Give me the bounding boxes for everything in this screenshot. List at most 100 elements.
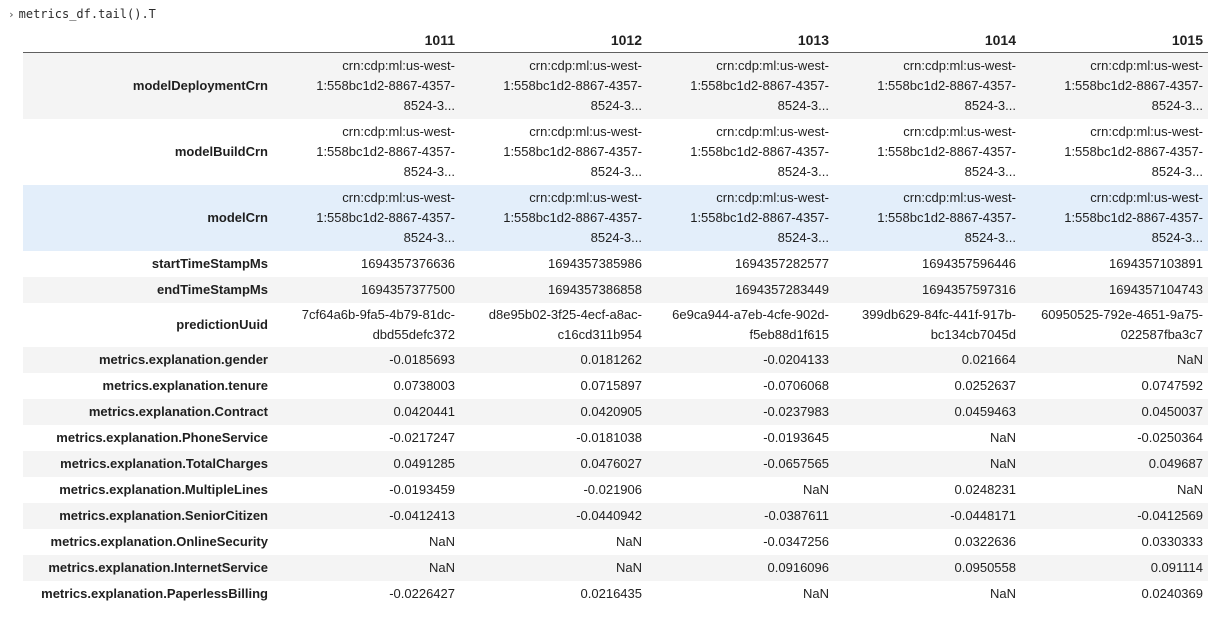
cell-text: -0.0237983 xyxy=(763,403,829,419)
table-cell: 0.0181262 xyxy=(460,347,647,373)
table-row: metrics.explanation.tenure 0.0738003 0.071… xyxy=(23,372,1208,399)
row-label: endTimeStampMs xyxy=(156,282,268,297)
table-cell: 1694357597316 xyxy=(834,277,1021,303)
cell-text: crn:cdp:ml:us-west- xyxy=(342,57,455,73)
cell-text: 8524-3... xyxy=(964,97,1016,113)
cell-text: 0.0450037 xyxy=(1141,403,1203,419)
table-row: startTimeStampMs 1694357376636 16943573859… xyxy=(23,250,1208,277)
row-label: metrics.explanation.OnlineSecurity xyxy=(50,534,268,549)
cell-text: 0.0476027 xyxy=(580,455,642,471)
table-cell: -0.0706068 xyxy=(647,373,834,399)
cell-text: -0.0440942 xyxy=(576,507,642,523)
cell-text: 0.0322636 xyxy=(954,533,1016,549)
table-cell: -0.0226427 xyxy=(273,581,460,607)
table-cell: -0.0657565 xyxy=(647,451,834,477)
cell-text: c16cd311b954 xyxy=(557,326,642,342)
table-cell: crn:cdp:ml:us-west- 1:558bc1d2-8867-4357-… xyxy=(647,119,834,185)
cell-text: 0.0181262 xyxy=(580,351,642,367)
cell-text: crn:cdp:ml:us-west- xyxy=(716,123,829,139)
cell-text: -0.0193459 xyxy=(389,481,455,497)
cell-text: 8524-3... xyxy=(777,97,829,113)
table-row: modelDeploymentCrn crn:cdp:ml:us-west- 1:5… xyxy=(23,52,1208,119)
cell-text: 8524-3... xyxy=(590,97,642,113)
table-row: metrics.explanation.InternetService NaN Na… xyxy=(23,554,1208,581)
table-cell: d8e95b02-3f25-4ecf-a8ac-c16cd311b954 xyxy=(460,303,647,347)
table-cell: crn:cdp:ml:us-west- 1:558bc1d2-8867-4357-… xyxy=(834,119,1021,185)
cell-text: 1:558bc1d2-8867-4357- xyxy=(1064,209,1203,225)
table-row: metrics.explanation.gender -0.0185693 0.01… xyxy=(23,346,1208,373)
cell-text: -0.0412569 xyxy=(1137,507,1203,523)
table-row: metrics.explanation.MultipleLines -0.0193… xyxy=(23,476,1208,503)
table-cell: 60950525-792e-4651-9a75- 022587fba3c7 xyxy=(1021,303,1208,347)
table-cell: 0.0715897 xyxy=(460,373,647,399)
cell-text: 1694357377500 xyxy=(361,281,455,297)
row-label: metrics.explanation.PhoneService xyxy=(56,430,268,445)
cell-text: f5eb88d1f615 xyxy=(749,326,829,342)
table-cell: crn:cdp:ml:us-west- 1:558bc1d2-8867-4357-… xyxy=(460,119,647,185)
code-cell[interactable]: › metrics_df.tail().T xyxy=(8,5,156,23)
table-cell: -0.0448171 xyxy=(834,503,1021,529)
cell-text: -0.0657565 xyxy=(763,455,829,471)
table-row: modelBuildCrn crn:cdp:ml:us-west- 1:558bc1… xyxy=(23,118,1208,185)
row-label: modelDeploymentCrn xyxy=(132,78,268,94)
table-cell: crn:cdp:ml:us-west- 1:558bc1d2-8867-4357-… xyxy=(834,53,1021,119)
cell-text: 1:558bc1d2-8867-4357- xyxy=(690,143,829,159)
row-label: metrics.explanation.Contract xyxy=(88,404,268,419)
table-row: metrics.explanation.PaperlessBilling -0.0… xyxy=(23,580,1208,607)
cell-text: -0.0347256 xyxy=(763,533,829,549)
cell-text: crn:cdp:ml:us-west- xyxy=(342,123,455,139)
table-cell: 0.0330333 xyxy=(1021,529,1208,555)
table-cell: 1694357385986 xyxy=(460,251,647,277)
table-cell: crn:cdp:ml:us-west- 1:558bc1d2-8867-4357-… xyxy=(273,53,460,119)
cell-text: NaN xyxy=(615,533,642,549)
cell-text: 0.0715897 xyxy=(580,377,642,393)
cell-text: 7cf64a6b-9fa5-4b79-81dc- xyxy=(301,306,455,322)
cell-text: -0.0181038 xyxy=(576,429,642,445)
cell-text: 60950525-792e-4651-9a75- xyxy=(1041,306,1203,322)
table-cell: NaN xyxy=(834,425,1021,451)
cell-text: 1694357283449 xyxy=(735,281,829,297)
column-header: 1012 xyxy=(460,28,647,53)
table-cell: 1694357282577 xyxy=(647,251,834,277)
cell-text: crn:cdp:ml:us-west- xyxy=(342,189,455,205)
cell-text: 0.0330333 xyxy=(1141,533,1203,549)
cell-text: 1694357103891 xyxy=(1109,255,1203,271)
cell-text: 1694357386858 xyxy=(548,281,642,297)
cell-text: NaN xyxy=(989,455,1016,471)
cell-text: 1694357282577 xyxy=(735,255,829,271)
cell-text: NaN xyxy=(615,559,642,575)
cell-text: crn:cdp:ml:us-west- xyxy=(716,57,829,73)
table-cell: NaN xyxy=(273,555,460,581)
table-cell: NaN xyxy=(1021,477,1208,503)
table-row: metrics.explanation.TotalCharges 0.049128… xyxy=(23,450,1208,477)
cell-text: d8e95b02-3f25-4ecf-a8ac- xyxy=(488,306,642,322)
column-header: 1015 xyxy=(1021,28,1208,53)
cell-text: 1:558bc1d2-8867-4357- xyxy=(316,77,455,93)
table-row: predictionUuid 7cf64a6b-9fa5-4b79-81dc-db… xyxy=(23,302,1208,347)
cell-text: 0.0420905 xyxy=(580,403,642,419)
table-row: metrics.explanation.Contract 0.0420441 0.0… xyxy=(23,398,1208,425)
cell-text: crn:cdp:ml:us-west- xyxy=(903,189,1016,205)
table-cell: 0.0216435 xyxy=(460,581,647,607)
table-cell: 0.0322636 xyxy=(834,529,1021,555)
table-row: metrics.explanation.OnlineSecurity NaN NaN… xyxy=(23,528,1208,555)
chevron-right-icon[interactable]: › xyxy=(8,7,15,21)
cell-text: dbd55defc372 xyxy=(372,326,455,342)
cell-text: 8524-3... xyxy=(1151,97,1203,113)
table-cell: crn:cdp:ml:us-west- 1:558bc1d2-8867-4357-… xyxy=(273,119,460,185)
cell-text: -0.0387611 xyxy=(764,507,829,523)
row-label: modelCrn xyxy=(207,210,268,225)
cell-text: NaN xyxy=(802,481,829,497)
cell-text: 0.0420441 xyxy=(393,403,455,419)
cell-text: 1:558bc1d2-8867-4357- xyxy=(877,209,1016,225)
cell-text: crn:cdp:ml:us-west- xyxy=(1090,123,1203,139)
table-cell: 1694357283449 xyxy=(647,277,834,303)
cell-text: 1:558bc1d2-8867-4357- xyxy=(1064,77,1203,93)
cell-text: 0.0491285 xyxy=(393,455,455,471)
index-corner xyxy=(23,28,273,53)
cell-text: 8524-3... xyxy=(777,163,829,179)
cell-text: -0.0706068 xyxy=(763,377,829,393)
cell-text: 8524-3... xyxy=(590,163,642,179)
table-cell: 399db629-84fc-441f-917b-bc134cb7045d xyxy=(834,303,1021,347)
cell-text: 0.0248231 xyxy=(954,481,1016,497)
